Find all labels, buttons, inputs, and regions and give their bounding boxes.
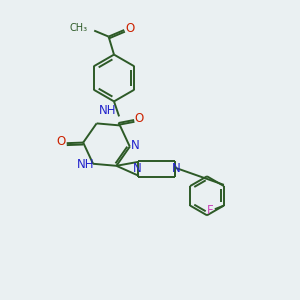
Text: NH: NH (76, 158, 94, 172)
Text: N: N (172, 162, 181, 175)
Text: N: N (133, 162, 142, 175)
Text: O: O (125, 22, 134, 35)
Text: O: O (135, 112, 144, 125)
Text: O: O (56, 136, 65, 148)
Text: NH: NH (99, 104, 116, 117)
Text: CH₃: CH₃ (70, 23, 88, 33)
Text: F: F (207, 204, 213, 217)
Text: N: N (131, 139, 140, 152)
